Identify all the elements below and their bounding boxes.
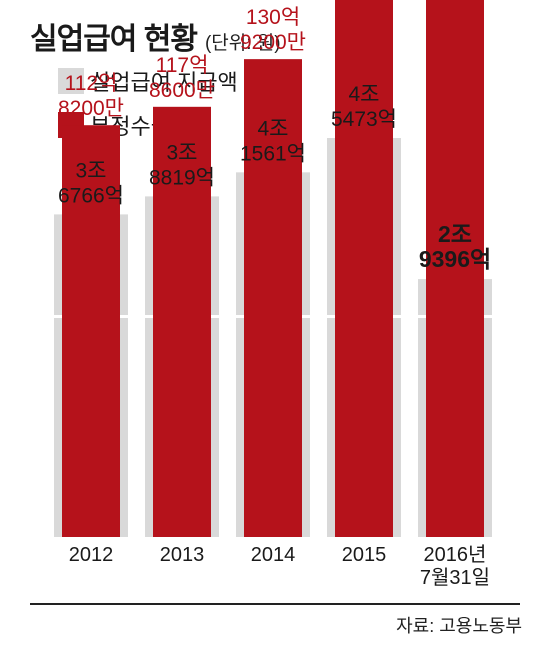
category-label-3-0: 2015 (342, 544, 387, 566)
total-label-4-1: 9396억 (419, 246, 491, 272)
fraud-label-2-1: 9200만 (240, 31, 306, 54)
category-label-4-0: 2016년 (424, 543, 487, 566)
bar-chart: 3조6766억112억8200만20123조8819억117억8600만2013… (53, 0, 493, 589)
total-label-0-1: 6766억 (58, 184, 124, 207)
fraud-label-2-0: 130억 (246, 6, 300, 29)
fraud-label-0-0: 112억 (65, 72, 118, 95)
title-row: 실업급여 현황 (단위: 원) (30, 14, 281, 58)
category-label-1-0: 2013 (160, 544, 205, 566)
total-label-4-0: 2조 (438, 221, 472, 247)
category-label-4-1: 7월31일 (420, 566, 490, 589)
legend-item-total: 실업급여 지급액 (58, 66, 238, 96)
legend-label-total: 실업급여 지급액 (90, 70, 238, 95)
bottom-rule (30, 603, 520, 605)
source-note: 자료: 고용노동부 (396, 616, 522, 636)
fraud-label-0-1: 8200만 (58, 97, 124, 120)
total-label-2-1: 1561억 (240, 142, 306, 165)
fraud-bar-2 (244, 59, 302, 537)
category-label-2-0: 2014 (251, 544, 296, 566)
fraud-label-1-0: 117억 (156, 54, 209, 77)
chart-title: 실업급여 현황 (30, 23, 198, 56)
total-label-0-0: 3조 (76, 159, 107, 182)
chart-unit: (단위: 원) (204, 33, 281, 54)
total-label-1-1: 8819억 (149, 166, 215, 189)
category-label-0-0: 2012 (69, 544, 114, 566)
fraud-bar-4 (426, 0, 484, 538)
fraud-bar-0 (62, 125, 120, 537)
fraud-label-1-1: 8600만 (149, 79, 215, 102)
legend-swatch-total (58, 68, 84, 94)
fraud-bar-3 (335, 0, 393, 537)
total-label-3-1: 5473억 (331, 108, 397, 131)
fraud-bar-1 (153, 106, 211, 537)
total-label-3-0: 4조 (349, 83, 380, 106)
total-label-2-0: 4조 (258, 117, 289, 140)
total-label-1-0: 3조 (167, 141, 198, 164)
